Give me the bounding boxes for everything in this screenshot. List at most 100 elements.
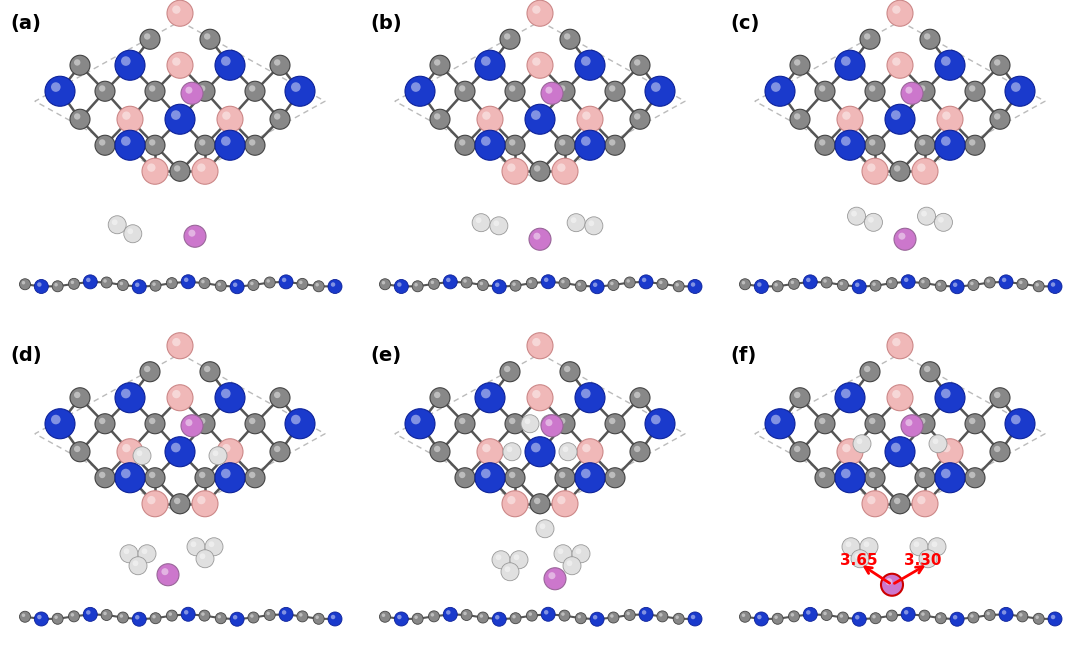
Circle shape — [430, 388, 450, 408]
Circle shape — [867, 496, 876, 504]
Circle shape — [186, 419, 192, 426]
Circle shape — [892, 338, 901, 346]
Circle shape — [411, 82, 420, 92]
Circle shape — [559, 610, 570, 621]
Circle shape — [70, 388, 90, 408]
Circle shape — [864, 213, 882, 231]
Circle shape — [530, 161, 550, 182]
Circle shape — [885, 437, 915, 467]
Circle shape — [95, 135, 114, 155]
Circle shape — [835, 463, 865, 493]
Circle shape — [174, 165, 180, 172]
Circle shape — [937, 106, 963, 132]
Circle shape — [990, 109, 1010, 129]
Circle shape — [455, 135, 475, 155]
Circle shape — [941, 136, 950, 146]
Circle shape — [892, 390, 901, 398]
Circle shape — [411, 415, 420, 424]
Circle shape — [841, 389, 851, 398]
Circle shape — [577, 106, 603, 132]
Text: (d): (d) — [10, 346, 42, 366]
Circle shape — [789, 388, 810, 408]
Circle shape — [122, 444, 131, 452]
Circle shape — [610, 282, 613, 285]
Circle shape — [892, 5, 901, 14]
Circle shape — [942, 444, 950, 452]
Circle shape — [919, 471, 926, 478]
Circle shape — [285, 409, 315, 439]
Circle shape — [765, 409, 795, 439]
Circle shape — [461, 610, 472, 620]
Circle shape — [555, 467, 575, 487]
Circle shape — [138, 545, 156, 563]
Circle shape — [994, 113, 1000, 120]
Circle shape — [122, 112, 131, 120]
Circle shape — [157, 564, 179, 586]
Circle shape — [509, 471, 515, 478]
Circle shape — [133, 561, 138, 566]
Circle shape — [480, 282, 483, 285]
Circle shape — [915, 467, 935, 487]
Circle shape — [527, 53, 553, 78]
Circle shape — [394, 279, 408, 293]
Circle shape — [70, 109, 90, 129]
Circle shape — [509, 418, 515, 424]
Circle shape — [475, 130, 505, 160]
Circle shape — [890, 161, 910, 182]
Circle shape — [899, 233, 905, 239]
Circle shape — [575, 383, 605, 413]
Circle shape — [198, 164, 205, 172]
Circle shape — [534, 165, 540, 172]
Circle shape — [492, 612, 507, 626]
Circle shape — [144, 33, 150, 40]
Circle shape — [917, 164, 926, 172]
Circle shape — [117, 106, 143, 132]
Circle shape — [935, 383, 966, 413]
Circle shape — [455, 414, 475, 434]
Circle shape — [297, 611, 308, 622]
Circle shape — [610, 614, 613, 618]
Circle shape — [918, 207, 935, 225]
Circle shape — [526, 610, 538, 621]
Circle shape — [919, 139, 926, 146]
Circle shape — [593, 283, 597, 287]
Circle shape — [482, 112, 490, 120]
Circle shape — [869, 85, 876, 92]
Circle shape — [554, 545, 572, 563]
Circle shape — [475, 463, 505, 493]
Circle shape — [634, 446, 640, 452]
Circle shape — [885, 104, 915, 134]
Circle shape — [578, 283, 581, 286]
Circle shape — [582, 112, 591, 120]
Circle shape — [200, 553, 205, 559]
Circle shape — [215, 130, 245, 160]
Circle shape — [112, 219, 118, 225]
Circle shape — [397, 282, 402, 287]
Circle shape — [788, 279, 799, 289]
Circle shape — [999, 607, 1013, 621]
Circle shape — [564, 33, 570, 40]
Circle shape — [886, 578, 892, 585]
Circle shape — [532, 57, 540, 66]
Circle shape — [581, 469, 591, 478]
Circle shape — [114, 383, 145, 413]
Circle shape — [924, 366, 930, 372]
Circle shape — [789, 442, 810, 462]
Circle shape — [933, 438, 939, 444]
Circle shape — [222, 444, 230, 452]
Circle shape — [68, 279, 80, 289]
Circle shape — [659, 613, 663, 616]
Circle shape — [184, 610, 188, 614]
Circle shape — [174, 497, 180, 504]
Circle shape — [969, 418, 975, 424]
Circle shape — [149, 418, 156, 424]
Circle shape — [475, 217, 482, 223]
Circle shape — [102, 610, 112, 620]
Circle shape — [823, 279, 827, 283]
Circle shape — [819, 418, 825, 424]
Circle shape — [201, 612, 205, 616]
Circle shape — [1048, 612, 1062, 626]
Circle shape — [141, 549, 147, 554]
Circle shape — [887, 610, 897, 621]
Circle shape — [904, 610, 908, 614]
